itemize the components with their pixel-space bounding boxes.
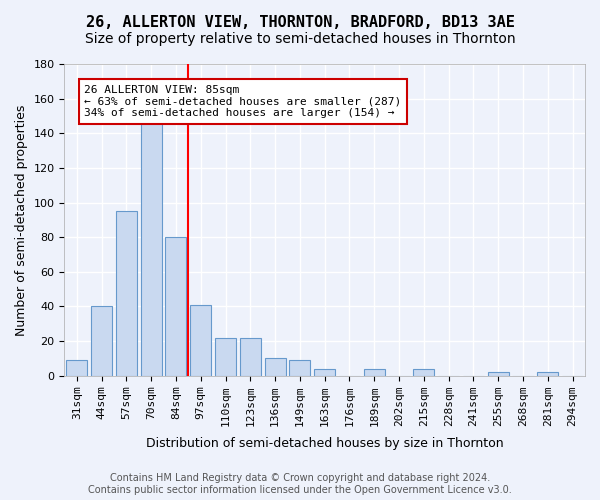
Bar [537,372,559,376]
Bar [364,368,385,376]
Bar [116,211,137,376]
Bar [265,358,286,376]
Bar [240,338,261,376]
Bar [488,372,509,376]
Y-axis label: Number of semi-detached properties: Number of semi-detached properties [15,104,28,336]
Bar [413,368,434,376]
Bar [289,360,310,376]
Bar [140,123,162,376]
X-axis label: Distribution of semi-detached houses by size in Thornton: Distribution of semi-detached houses by … [146,437,503,450]
Bar [190,304,211,376]
Bar [314,368,335,376]
Text: Size of property relative to semi-detached houses in Thornton: Size of property relative to semi-detach… [85,32,515,46]
Text: 26 ALLERTON VIEW: 85sqm
← 63% of semi-detached houses are smaller (287)
34% of s: 26 ALLERTON VIEW: 85sqm ← 63% of semi-de… [84,85,401,118]
Bar [91,306,112,376]
Bar [215,338,236,376]
Bar [66,360,88,376]
Text: 26, ALLERTON VIEW, THORNTON, BRADFORD, BD13 3AE: 26, ALLERTON VIEW, THORNTON, BRADFORD, B… [86,15,514,30]
Text: Contains HM Land Registry data © Crown copyright and database right 2024.
Contai: Contains HM Land Registry data © Crown c… [88,474,512,495]
Bar [166,237,187,376]
